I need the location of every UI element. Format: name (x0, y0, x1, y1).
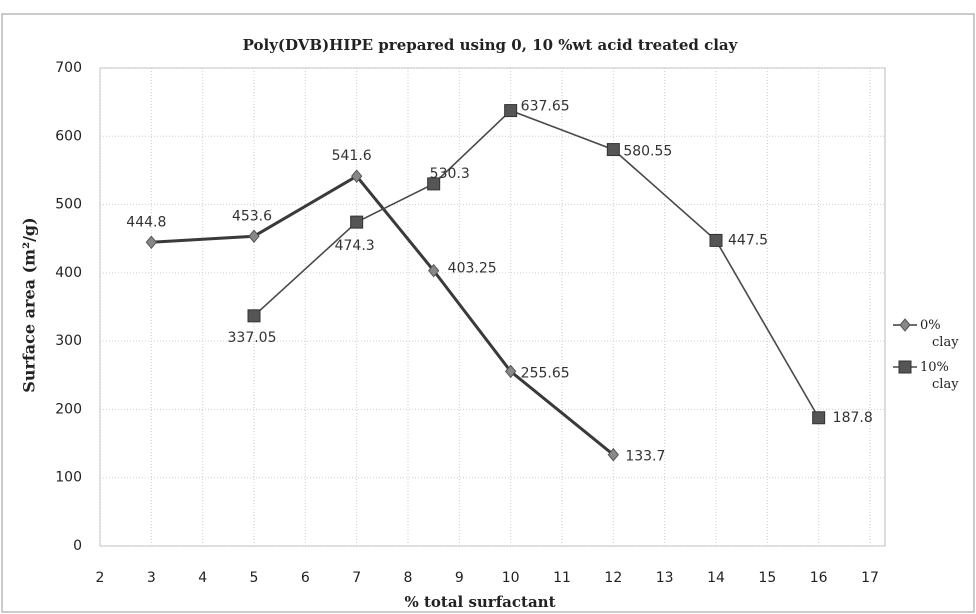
y-tick-label: 700 (55, 60, 82, 76)
legend-marker (899, 318, 911, 332)
data-label: 187.8 (833, 410, 873, 426)
x-tick-label: 4 (198, 570, 207, 586)
x-tick-label: 11 (553, 570, 571, 586)
x-axis-label: % total surfactant (404, 593, 555, 611)
x-tick-label: 2 (96, 570, 105, 586)
y-axis-label: Surface area (m²/g) (20, 217, 39, 392)
data-point (606, 143, 620, 157)
legend-label: 10% clay (920, 360, 959, 392)
x-tick-label: 3 (147, 570, 156, 586)
data-point (607, 447, 619, 462)
data-label: 447.5 (728, 232, 768, 248)
x-tick-label: 7 (352, 570, 361, 586)
x-tick-label: 6 (301, 570, 310, 586)
data-label: 453.6 (232, 208, 272, 224)
data-point (350, 215, 364, 229)
x-tick-label: 15 (758, 570, 776, 586)
y-tick-label: 500 (55, 197, 82, 213)
y-tick-label: 300 (55, 333, 82, 349)
data-label: 337.05 (228, 330, 277, 346)
x-tick-label: 12 (604, 570, 622, 586)
data-label: 403.25 (448, 261, 497, 277)
x-tick-label: 10 (502, 570, 520, 586)
x-tick-label: 17 (861, 570, 879, 586)
legend-label: 0% clay (920, 318, 959, 350)
data-point (145, 235, 157, 250)
data-point (504, 104, 518, 118)
x-tick-label: 16 (810, 570, 828, 586)
data-point (428, 263, 440, 278)
data-point (247, 309, 261, 323)
chart-title: Poly(DVB)HIPE prepared using 0, 10 %wt a… (243, 36, 739, 54)
y-tick-label: 0 (73, 538, 82, 554)
data-label: 637.65 (521, 99, 570, 115)
chart-frame (1, 13, 975, 613)
data-label: 444.8 (126, 214, 166, 230)
data-label: 541.6 (332, 148, 372, 164)
data-point (505, 364, 517, 379)
x-tick-label: 8 (404, 570, 413, 586)
data-point (351, 169, 363, 183)
series-line (151, 174, 615, 456)
x-tick-label: 14 (707, 570, 725, 586)
y-tick-label: 200 (55, 401, 82, 417)
data-point (812, 411, 826, 425)
y-tick-label: 100 (55, 470, 82, 486)
data-label: 133.7 (625, 449, 665, 465)
data-label: 255.65 (521, 365, 570, 381)
data-point (709, 233, 723, 247)
data-label: 530.3 (430, 166, 470, 182)
plot-area (99, 67, 886, 547)
x-tick-label: 13 (656, 570, 674, 586)
y-tick-label: 600 (55, 128, 82, 144)
x-tick-label: 5 (250, 570, 259, 586)
legend-marker (898, 360, 912, 374)
data-point (248, 229, 260, 244)
data-label: 474.3 (335, 238, 375, 254)
data-label: 580.55 (623, 144, 672, 160)
data-point (427, 177, 441, 191)
x-tick-label: 9 (455, 570, 464, 586)
y-tick-label: 400 (55, 265, 82, 281)
